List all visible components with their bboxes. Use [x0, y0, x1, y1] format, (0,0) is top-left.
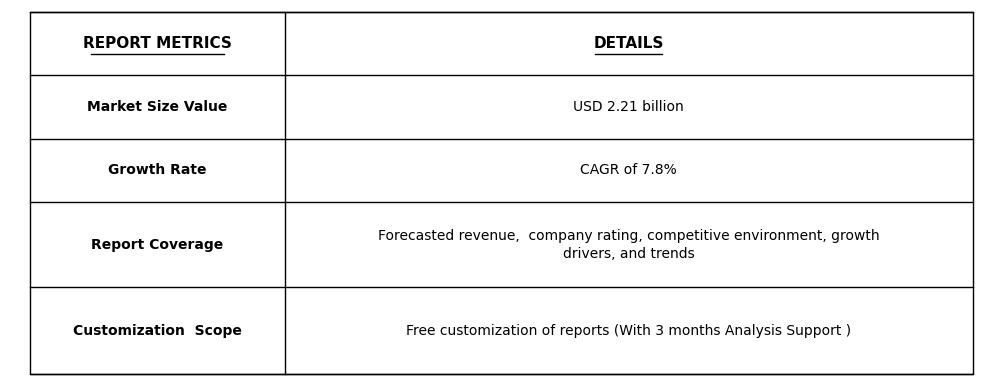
Text: Growth Rate: Growth Rate: [108, 163, 206, 177]
Text: Market Size Value: Market Size Value: [87, 100, 227, 114]
Text: Forecasted revenue,  company rating, competitive environment, growth
drivers, an: Forecasted revenue, company rating, comp…: [378, 229, 879, 261]
Text: REPORT METRICS: REPORT METRICS: [83, 36, 231, 51]
Text: USD 2.21 billion: USD 2.21 billion: [573, 100, 683, 114]
Text: DETAILS: DETAILS: [593, 36, 663, 51]
Text: Report Coverage: Report Coverage: [91, 238, 223, 252]
Text: Customization  Scope: Customization Scope: [73, 324, 241, 338]
Text: Free customization of reports (With 3 months Analysis Support ): Free customization of reports (With 3 mo…: [406, 324, 851, 338]
Text: CAGR of 7.8%: CAGR of 7.8%: [580, 163, 676, 177]
